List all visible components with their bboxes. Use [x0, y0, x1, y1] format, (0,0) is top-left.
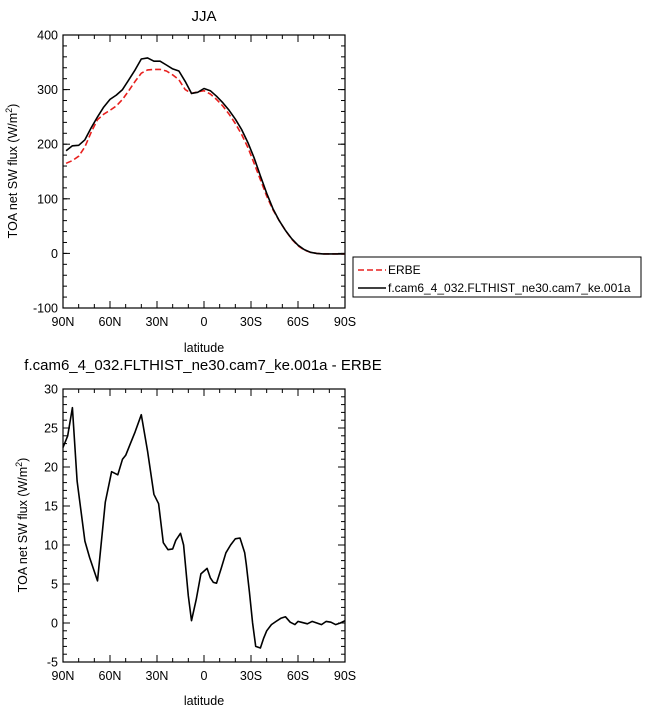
- bottom-x-tick-label: 30S: [240, 669, 262, 683]
- top-series-line-model: [65, 57, 345, 255]
- bottom-chart-title: f.cam6_4_032.FLTHIST_ne30.cam7_ke.001a -…: [24, 357, 381, 374]
- top-x-tick-label: 90N: [52, 315, 75, 329]
- bottom-plot-area: 90N 60N 30N 0 30S 60S 90S -5 0 5 10 15 20 25 30: [44, 383, 356, 684]
- top-series-line-erbe: [65, 68, 345, 255]
- top-chart-title: JJA: [191, 8, 216, 25]
- bottom-series-line-difference: [62, 406, 346, 649]
- legend-box: [352, 256, 642, 298]
- top-plot-area: 90N 60N 30N 0 30S 60S 90S -100 0 100 200 300 400: [33, 29, 356, 330]
- top-x-tick-label: 60N: [99, 315, 122, 329]
- top-y-tick-label: 300: [37, 83, 58, 97]
- legend-label-model: f.cam6_4_032.FLTHIST_ne30.cam7_ke.001a: [388, 281, 631, 295]
- bottom-y-tick-label: 20: [44, 461, 58, 475]
- bottom-x-tick-label: 0: [201, 669, 208, 683]
- top-y-tick-label: 400: [37, 29, 58, 43]
- bottom-y-tick-label: 5: [51, 578, 58, 592]
- top-y-tick-label: 0: [51, 247, 58, 261]
- bottom-panel: f.cam6_4_032.FLTHIST_ne30.cam7_ke.001a -…: [14, 357, 382, 708]
- bottom-x-tick-label: 60N: [99, 669, 122, 683]
- top-plot-frame: [62, 34, 346, 309]
- top-y-tick-label: 100: [37, 192, 58, 206]
- bottom-x-tick-label: 90S: [334, 669, 356, 683]
- bottom-plot-frame: [62, 388, 346, 663]
- top-x-tick-label: 60S: [287, 315, 309, 329]
- bottom-x-tick-label: 60S: [287, 669, 309, 683]
- top-x-tick-label: 30S: [240, 315, 262, 329]
- top-y-tick-label: -100: [33, 302, 58, 316]
- top-y-tick-label: 200: [37, 138, 58, 152]
- bottom-y-tick-label: -5: [47, 656, 58, 670]
- legend-label-erbe: ERBE: [388, 263, 421, 277]
- bottom-y-tick-label: 25: [44, 422, 58, 436]
- bottom-y-tick-label: 10: [44, 539, 58, 553]
- top-x-tick-label: 30N: [146, 315, 169, 329]
- top-x-tick-label: 0: [201, 315, 208, 329]
- top-x-tick-label: 90S: [334, 315, 356, 329]
- top-panel: JJA 90N 60N 30N 0 30S 60S 90S -100 0 100 200 300 400…: [4, 8, 356, 355]
- top-y-axis-label: TOA net SW flux (W/m2): [4, 104, 20, 239]
- legend: ERBE f.cam6_4_032.FLTHIST_ne30.cam7_ke.0…: [352, 256, 642, 298]
- bottom-y-axis-label: TOA net SW flux (W/m2): [14, 458, 30, 593]
- top-x-axis-label: latitude: [184, 341, 224, 355]
- bottom-y-tick-label: 30: [44, 383, 58, 397]
- bottom-y-tick-label: 15: [44, 500, 58, 514]
- bottom-x-axis-label: latitude: [184, 694, 224, 708]
- bottom-y-tick-label: 0: [51, 617, 58, 631]
- bottom-x-tick-label: 30N: [146, 669, 169, 683]
- bottom-x-tick-label: 90N: [52, 669, 75, 683]
